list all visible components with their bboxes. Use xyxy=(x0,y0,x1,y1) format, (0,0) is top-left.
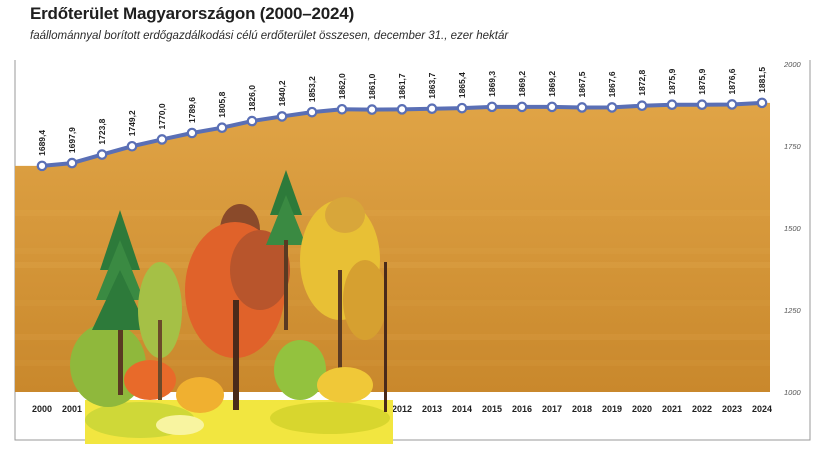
data-point xyxy=(606,102,618,113)
forest-illustration xyxy=(70,170,393,444)
x-tick-label: 2013 xyxy=(422,404,442,414)
data-point xyxy=(276,111,288,122)
y-tick-label: 1250 xyxy=(784,306,802,315)
data-point xyxy=(576,102,588,113)
decor-stripe xyxy=(15,210,770,216)
data-point xyxy=(216,122,228,133)
chart-subtitle: faállománnyal borított erdőgazdálkodási … xyxy=(30,30,509,42)
decor-stripe xyxy=(15,262,770,268)
x-tick-label: 2016 xyxy=(512,404,532,414)
data-point xyxy=(66,157,78,169)
data-label: 1697,9 xyxy=(67,127,77,153)
chart-title: Erdőterület Magyarországon (2000–2024) xyxy=(30,4,355,23)
x-tick-label: 2019 xyxy=(602,404,622,414)
x-tick-label: 2014 xyxy=(452,404,472,414)
data-point xyxy=(396,104,408,115)
data-point xyxy=(636,100,648,112)
y-tick-label: 2000 xyxy=(783,60,802,69)
data-label: 1869,2 xyxy=(547,71,557,97)
data-label: 1865,4 xyxy=(457,72,467,98)
x-tick-label: 2015 xyxy=(482,404,502,414)
data-label: 1869,3 xyxy=(487,71,497,97)
data-point xyxy=(456,102,468,114)
data-point xyxy=(246,115,258,127)
x-tick-label: 2012 xyxy=(392,404,412,414)
data-point xyxy=(666,99,678,111)
y-tick-label: 1750 xyxy=(784,142,802,151)
data-point xyxy=(186,127,198,139)
x-tick-label: 2017 xyxy=(542,404,562,414)
data-point xyxy=(156,134,168,145)
data-label: 1876,6 xyxy=(727,68,737,94)
data-point xyxy=(516,101,528,113)
data-label: 1861,7 xyxy=(397,73,407,99)
x-tick-label: 2000 xyxy=(32,404,52,414)
data-point xyxy=(756,97,768,109)
data-point xyxy=(336,103,348,115)
data-label: 1867,6 xyxy=(607,71,617,97)
data-label: 1869,2 xyxy=(517,71,527,97)
decor-stripe xyxy=(15,360,770,366)
data-point xyxy=(546,101,558,113)
data-label: 1770,0 xyxy=(157,103,167,129)
data-label: 1875,9 xyxy=(697,68,707,94)
x-tick-label: 2018 xyxy=(572,404,592,414)
decor-stripe xyxy=(15,248,770,254)
data-point xyxy=(366,104,378,115)
x-tick-label: 2024 xyxy=(752,404,772,414)
decor-stripe xyxy=(15,300,770,306)
data-label: 1723,8 xyxy=(97,118,107,144)
data-label: 1689,4 xyxy=(37,130,47,156)
x-tick-label: 2023 xyxy=(722,404,742,414)
data-label: 1867,5 xyxy=(577,71,587,97)
data-label: 1749,2 xyxy=(127,110,137,136)
data-label: 1805,8 xyxy=(217,91,227,117)
data-point xyxy=(426,103,438,115)
x-tick-label: 2001 xyxy=(62,404,82,414)
data-point xyxy=(306,106,318,118)
data-point xyxy=(726,99,738,110)
data-point xyxy=(36,160,48,172)
data-label: 1863,7 xyxy=(427,72,437,98)
data-label: 1872,8 xyxy=(637,69,647,95)
data-point xyxy=(126,140,138,152)
data-label: 1881,5 xyxy=(757,67,767,93)
data-point xyxy=(696,99,708,111)
data-label: 1789,6 xyxy=(187,97,197,123)
y-tick-label: 1500 xyxy=(784,224,802,233)
x-tick-label: 2020 xyxy=(632,404,652,414)
x-tick-label: 2022 xyxy=(692,404,712,414)
data-label: 1840,2 xyxy=(277,80,287,106)
data-label: 1862,0 xyxy=(337,73,347,99)
decor-stripe xyxy=(15,334,770,340)
data-label: 1861,0 xyxy=(367,73,377,99)
data-point xyxy=(486,101,498,113)
data-label: 1875,9 xyxy=(667,68,677,94)
data-label: 1853,2 xyxy=(307,76,317,102)
data-label: 1826,0 xyxy=(247,85,257,111)
x-tick-label: 2021 xyxy=(662,404,682,414)
data-point xyxy=(96,149,108,160)
y-tick-label: 1000 xyxy=(784,388,802,397)
